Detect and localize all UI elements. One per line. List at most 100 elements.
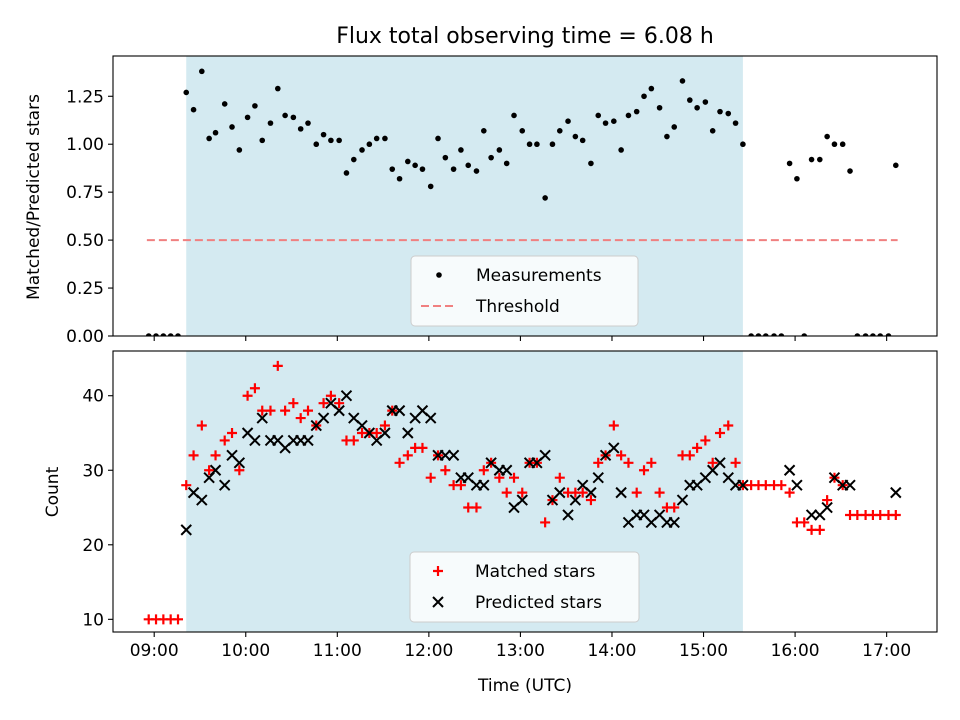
measurement-point [206, 135, 212, 142]
legend-predicted-marker [432, 596, 444, 608]
measurement-point [549, 141, 556, 148]
y-tick-label: 0.75 [66, 183, 104, 203]
y-tick-label: 0.00 [66, 327, 104, 347]
x-axis-label: Time (UTC) [477, 676, 572, 696]
matched-stars-point [669, 502, 680, 513]
axes-frame [112, 350, 938, 633]
matched-stars-point [318, 398, 329, 409]
matched-stars-point [334, 398, 345, 409]
top-y-axis-label: Matched/Predicted stars [24, 94, 44, 300]
x-tick-label: 14:00 [587, 641, 636, 661]
legend-label: Matched stars [475, 562, 595, 582]
predicted-stars-point [447, 449, 460, 462]
measurement-point [297, 126, 304, 132]
matched-stars-point [295, 413, 306, 424]
top-panel-title: Flux total observing time = 6.08 h [336, 24, 714, 49]
matched-stars-point [776, 480, 787, 491]
predicted-stars-point [209, 464, 222, 476]
matched-stars-point [303, 405, 314, 416]
predicted-stars-point [379, 427, 391, 439]
matched-stars-point [684, 450, 695, 461]
measurement-point [839, 141, 846, 148]
measurement-point [526, 141, 533, 148]
measurement-point [473, 168, 480, 174]
matched-stars-point [799, 517, 810, 528]
x-tick-label: 13:00 [496, 641, 545, 661]
measurement-point [503, 160, 510, 167]
matched-stars-point [471, 502, 482, 513]
x-tick-label: 12:00 [404, 641, 453, 661]
matched-stars-point [272, 360, 283, 371]
measurement-point [153, 333, 159, 336]
matched-stars-point [822, 495, 833, 506]
matched-stars-point [196, 420, 207, 431]
matched-stars-point [455, 480, 466, 491]
y-tick-label: 30 [82, 461, 104, 481]
measurement-point [633, 108, 640, 115]
predicted-stars-point [302, 434, 314, 447]
matched-stars-point [402, 450, 413, 461]
measurement-point [221, 101, 228, 107]
legend-label: Threshold [475, 297, 560, 317]
measurement-point [762, 333, 769, 336]
matched-stars-point [554, 472, 565, 483]
measurement-point [556, 127, 563, 134]
measurement-point [435, 135, 441, 142]
predicted-stars-point [539, 449, 551, 462]
y-tick-label: 10 [82, 610, 104, 630]
predicted-stars-point [805, 509, 818, 521]
predicted-stars-point [585, 486, 597, 499]
measurement-point [350, 156, 357, 163]
measurement-point [641, 93, 647, 100]
matched-stars-point [425, 472, 436, 483]
x-tick-label: 15:00 [679, 641, 728, 661]
measurement-point [877, 333, 884, 336]
matched-stars-point [494, 472, 505, 483]
measurement-point [611, 118, 617, 125]
predicted-stars-point [562, 509, 574, 521]
measurement-point [145, 333, 152, 336]
measurement-point [290, 114, 297, 121]
measurement-point [366, 141, 373, 148]
matched-stars-point [654, 487, 665, 498]
measurement-point [709, 127, 716, 134]
measurement-point [359, 147, 365, 153]
measurement-point [465, 162, 472, 169]
matched-stars-point [585, 495, 596, 506]
measurement-point [847, 168, 853, 174]
x-tick-label: 10:00 [221, 641, 270, 661]
measurement-point [725, 110, 732, 117]
matched-stars-point [593, 457, 604, 468]
measurement-point [671, 124, 678, 130]
measurement-point [801, 333, 808, 336]
predicted-stars-point [676, 494, 689, 506]
matched-stars-point [814, 524, 825, 535]
matched-stars-point [394, 457, 405, 468]
matched-stars-point [540, 517, 551, 528]
predicted-stars-point [340, 390, 353, 402]
predicted-stars-point [783, 464, 796, 476]
measurement-point [336, 137, 342, 144]
measurement-point [664, 133, 670, 140]
measurement-point [212, 129, 219, 136]
measurement-point [679, 78, 686, 84]
y-tick-label: 0.25 [66, 279, 104, 299]
predicted-stars-point [569, 494, 582, 506]
legend-matched-marker [433, 566, 443, 576]
measurement-point [831, 141, 838, 148]
matched-stars-point [517, 487, 528, 498]
measurement-point [648, 85, 655, 92]
predicted-stars-point [500, 464, 513, 476]
matched-stars-point [501, 487, 512, 498]
measurement-point [817, 156, 823, 163]
measurement-point [694, 104, 700, 111]
predicted-stars-point [333, 404, 345, 417]
measurement-point [565, 118, 571, 125]
matched-stars-point [242, 390, 253, 401]
predicted-stars-point [844, 479, 856, 491]
matched-stars-point [325, 390, 336, 401]
measurement-point [282, 112, 288, 119]
predicted-stars-point [714, 457, 726, 469]
measurement-point [373, 135, 380, 142]
matched-stars-point [577, 487, 588, 498]
